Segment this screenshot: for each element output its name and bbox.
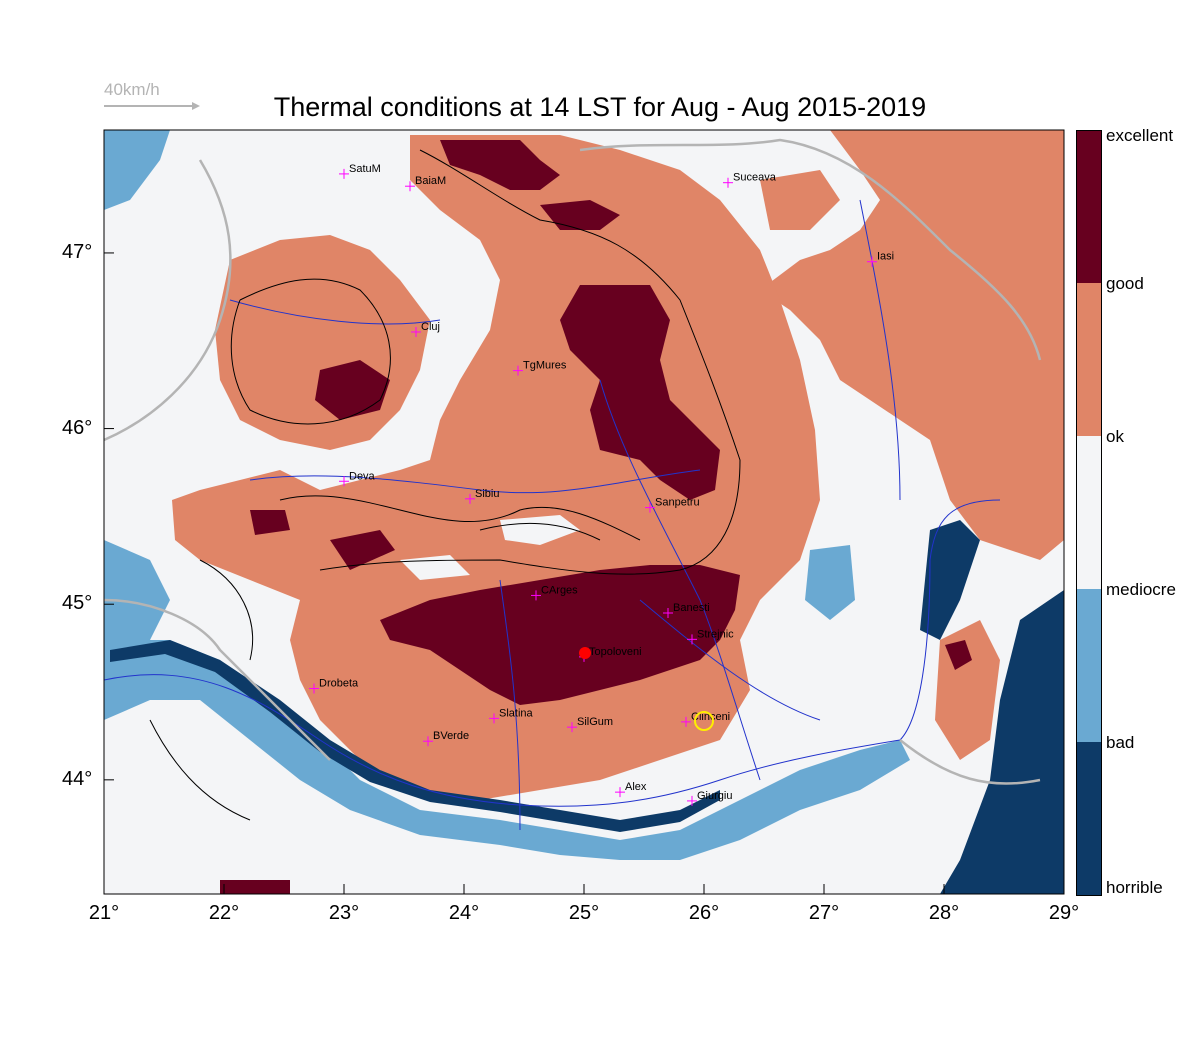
colorbar-seg-ok xyxy=(1077,436,1101,589)
city-sanpetru: Sanpetru xyxy=(645,497,700,513)
city-silgum: SilGum xyxy=(567,716,613,733)
city-label: BaiaM xyxy=(415,175,446,187)
y-tick-label: 47° xyxy=(62,240,93,263)
y-axis-ticks xyxy=(104,252,114,781)
city-banesti: Banesti xyxy=(663,602,710,618)
x-tick-label: 26° xyxy=(688,902,720,924)
reference-vector-label: 40km/h xyxy=(104,80,160,99)
region-excellent-north-2 xyxy=(540,200,620,230)
region-horrible-delta xyxy=(920,520,980,640)
city-label: Alex xyxy=(625,781,647,793)
region-bad-northwest xyxy=(104,130,170,210)
city-label: SilGum xyxy=(577,716,613,728)
reference-vector-arrow-icon xyxy=(104,102,200,110)
borders xyxy=(104,138,1042,785)
region-excellent-west-1 xyxy=(315,360,390,420)
topoloveni-red-dot-icon xyxy=(579,647,591,659)
colorbar-label-bad: bad xyxy=(1106,733,1135,752)
colorbar-label-horrible: horrible xyxy=(1106,878,1163,897)
region-excellent-west-2 xyxy=(250,510,290,535)
region-excellent-north xyxy=(440,140,560,190)
city-satum: SatuM xyxy=(339,163,381,179)
region-horrible-danube xyxy=(110,640,720,832)
colorbar-seg-horrible xyxy=(1077,742,1101,895)
colorbar-seg-good xyxy=(1077,283,1101,436)
city-label: Cluj xyxy=(421,321,440,333)
region-ok-crest xyxy=(500,515,580,545)
city-slatina: Slatina xyxy=(489,707,534,724)
y-tick-label: 46° xyxy=(62,416,93,439)
rivers xyxy=(104,199,1001,831)
city-label: BVerde xyxy=(433,730,469,742)
city-label: Strejnic xyxy=(697,628,734,640)
terrain-contours xyxy=(149,149,741,821)
colorbar-label-ok: ok xyxy=(1106,427,1124,446)
city-bverde: BVerde xyxy=(423,730,469,747)
city-alex: Alex xyxy=(615,781,647,798)
region-bad-danube xyxy=(104,640,910,860)
city-label: Sanpetru xyxy=(655,497,700,509)
city-cluj: Cluj xyxy=(411,321,440,337)
city-iasi: Iasi xyxy=(867,251,894,267)
city-label: Slatina xyxy=(499,707,534,719)
x-tick-label: 24° xyxy=(448,902,480,924)
city-carges: CArges xyxy=(531,584,578,601)
city-label: TgMures xyxy=(523,360,567,372)
city-giurgiu: Giurgiu xyxy=(687,790,732,806)
clinceni-yellow-ring-icon xyxy=(694,711,714,731)
map-title: Thermal conditions at 14 LST for Aug - A… xyxy=(273,92,927,122)
city-label: SatuM xyxy=(349,163,381,175)
city-clinceni: Clinceni xyxy=(681,711,730,727)
city-label: CArges xyxy=(541,584,578,596)
x-tick-label: 23° xyxy=(328,902,360,924)
region-good-northeast xyxy=(760,130,1064,560)
y-tick-label: 44° xyxy=(62,767,93,790)
colorbar-label-good: good xyxy=(1106,274,1144,293)
city-label: Deva xyxy=(349,470,376,482)
city-label: Drobeta xyxy=(319,678,359,690)
city-label: Iasi xyxy=(877,251,894,263)
city-baiam: BaiaM xyxy=(405,175,446,192)
city-label: Banesti xyxy=(673,602,710,614)
region-excellent-west-3 xyxy=(330,530,395,570)
x-tick-label: 21° xyxy=(88,902,120,924)
y-tick-label: 45° xyxy=(62,592,93,615)
region-horrible-coast xyxy=(940,590,1064,894)
region-bad-center-east xyxy=(805,545,855,620)
region-excellent-east-dot xyxy=(945,640,972,670)
city-markers: SatuM BaiaM Suceava Iasi Cluj TgMures Deva Sibi… xyxy=(309,163,894,806)
colorbar-label-excellent: excellent xyxy=(1106,126,1174,145)
city-label: Suceava xyxy=(733,172,777,184)
city-tgmures: TgMures xyxy=(513,360,567,376)
city-label: Giurgiu xyxy=(697,790,732,802)
x-tick-label: 22° xyxy=(208,902,240,924)
colorbar-seg-bad xyxy=(1077,589,1101,742)
colorbar xyxy=(1076,130,1102,896)
city-label: Sibiu xyxy=(475,488,499,500)
region-good-east-2 xyxy=(760,170,840,230)
city-deva: Deva xyxy=(339,470,376,487)
x-tick-label: 28° xyxy=(928,902,960,924)
region-excellent-south xyxy=(380,565,740,705)
region-excellent-east-arc xyxy=(560,285,720,500)
x-axis-ticks xyxy=(103,884,1065,894)
city-suceava: Suceava xyxy=(723,172,777,188)
region-bad-west xyxy=(104,540,170,650)
city-strejnic: Strejnic xyxy=(687,628,734,645)
colorbar-seg-excellent xyxy=(1077,131,1101,283)
city-label: Clinceni xyxy=(691,711,730,723)
city-sibiu: Sibiu xyxy=(465,488,499,504)
x-tick-label: 27° xyxy=(808,902,840,924)
region-excellent-south-edge xyxy=(220,880,290,894)
x-tick-label: 29° xyxy=(1048,902,1080,924)
city-label: Topoloveni xyxy=(589,646,642,658)
map-field xyxy=(104,130,1064,894)
x-tick-label: 25° xyxy=(568,902,600,924)
colorbar-label-mediocre: mediocre xyxy=(1106,580,1176,599)
city-drobeta: Drobeta xyxy=(309,678,359,694)
